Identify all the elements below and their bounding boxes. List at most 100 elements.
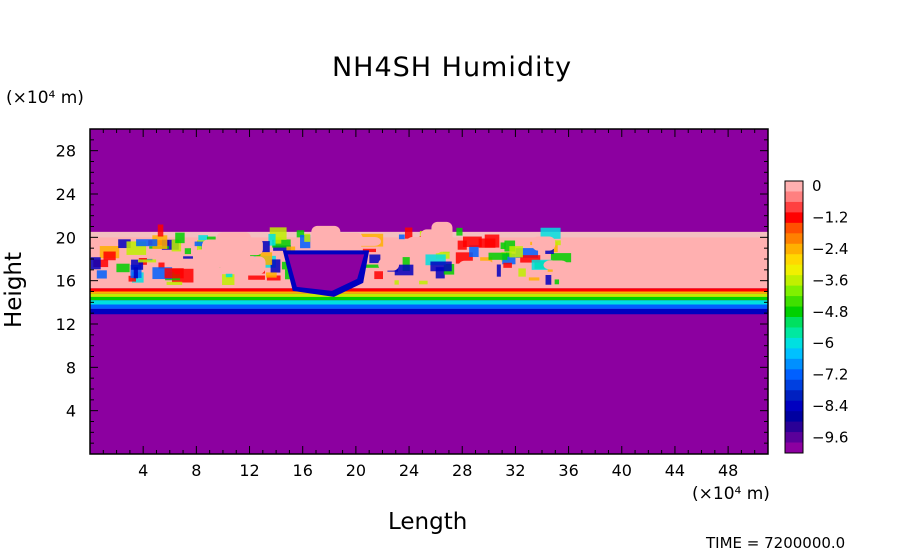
humidity-cell xyxy=(96,270,107,279)
humidity-cell xyxy=(296,230,305,238)
humidity-cell xyxy=(157,224,164,237)
colorbar-swatch xyxy=(785,400,803,412)
saturated-cell xyxy=(458,260,494,275)
colorbar-swatch xyxy=(785,317,803,328)
plot-area xyxy=(90,129,768,454)
colorbar-swatch xyxy=(785,348,803,360)
humidity-cell xyxy=(369,254,381,264)
humidity-cell xyxy=(128,275,137,282)
humidity-cell xyxy=(152,267,173,280)
colorbar-swatch xyxy=(785,181,803,192)
colorbar-swatch xyxy=(785,442,803,454)
colorbar-swatch xyxy=(785,222,803,234)
x-tick-label: 4 xyxy=(138,461,148,480)
humidity-cell xyxy=(496,264,501,277)
saturated-cell xyxy=(220,256,266,274)
humidity-cell xyxy=(457,240,467,250)
humidity-cell xyxy=(158,262,165,269)
y-tick-label: 20 xyxy=(56,228,76,247)
humidity-cell xyxy=(268,233,276,246)
humidity-cell xyxy=(478,238,496,248)
humidity-cell xyxy=(286,246,296,254)
humidity-cell xyxy=(116,263,130,273)
humidity-cell xyxy=(469,245,479,258)
colorbar-swatch xyxy=(785,369,803,381)
colorbar-label: −9.6 xyxy=(812,428,848,446)
humidity-band xyxy=(90,291,768,294)
humidity-cell xyxy=(304,233,311,242)
humidity-cell xyxy=(502,253,516,265)
colorbar-label: −2.4 xyxy=(812,240,848,258)
colorbar-swatch xyxy=(785,285,803,297)
colorbar-swatch xyxy=(785,411,803,423)
colorbar-label: −8.4 xyxy=(812,397,848,415)
humidity-band xyxy=(90,300,768,305)
humidity-cell xyxy=(554,279,560,285)
humidity-cell xyxy=(550,253,572,263)
x-tick-label: 28 xyxy=(452,461,472,480)
saturated-cell xyxy=(406,237,457,252)
colorbar-swatch xyxy=(785,296,803,307)
humidity-cell xyxy=(136,239,158,247)
humidity-cell xyxy=(90,257,101,270)
x-tick-label: 40 xyxy=(612,461,632,480)
colorbar-swatch xyxy=(785,201,803,213)
humidity-cell xyxy=(362,248,376,253)
humidity-cell xyxy=(402,257,410,272)
colorbar-label: −1.2 xyxy=(812,209,848,227)
colorbar-label: −4.8 xyxy=(812,303,848,321)
saturated-cell xyxy=(328,237,381,246)
colorbar-swatch xyxy=(785,264,803,276)
humidity-cell xyxy=(435,267,445,279)
saturated-cell xyxy=(378,258,400,271)
x-tick-label: 12 xyxy=(239,461,259,480)
humidity-cell xyxy=(93,259,109,268)
humidity-cell xyxy=(520,255,541,263)
humidity-cell xyxy=(545,248,554,254)
humidity-cell xyxy=(103,251,116,261)
colorbar-swatch xyxy=(785,379,803,391)
colorbar-swatch xyxy=(785,254,803,266)
humidity-cell xyxy=(462,236,482,247)
saturated-cell xyxy=(193,249,221,264)
colorbar-swatch xyxy=(785,191,803,203)
humidity-cell xyxy=(435,249,450,259)
x-tick-label: 16 xyxy=(293,461,313,480)
humidity-cell xyxy=(504,240,516,252)
humidity-cell xyxy=(456,227,463,236)
humidity-cell xyxy=(118,239,131,249)
colorbar-swatch xyxy=(785,233,803,245)
chart-title: NH4SH Humidity xyxy=(331,52,573,83)
dry-pocket xyxy=(287,254,365,291)
colorbar-swatch xyxy=(785,337,803,349)
humidity-cell xyxy=(164,268,184,279)
humidity-cell xyxy=(480,257,493,263)
humidity-cell xyxy=(161,239,179,250)
humidity-cell xyxy=(540,227,561,239)
humidity-cell xyxy=(394,264,414,276)
humidity-cell xyxy=(183,256,193,259)
humidity-cell xyxy=(531,259,553,270)
colorbar-swatch xyxy=(785,275,803,287)
y-tick-label: 12 xyxy=(56,315,76,334)
humidity-cell xyxy=(131,259,144,270)
humidity-cell xyxy=(455,252,473,264)
humidity-cell xyxy=(248,275,265,280)
colorbar-swatch xyxy=(785,327,803,339)
saturated-cell xyxy=(216,232,252,245)
humidity-cell xyxy=(488,252,508,260)
colorbar-swatch xyxy=(785,390,803,402)
y-axis-unit: (×10⁴ m) xyxy=(6,88,84,108)
humidity-cell xyxy=(518,268,526,277)
humidity-cell xyxy=(500,242,506,250)
saturated-cell xyxy=(532,236,556,251)
humidity-cell xyxy=(272,239,291,248)
humidity-band xyxy=(90,304,768,309)
humidity-cell xyxy=(138,259,157,263)
colorbar-swatch xyxy=(785,358,803,370)
humidity-cell xyxy=(225,271,233,278)
x-axis: 4 8 12 16 20 24 28 32 36 40 44 48 xyxy=(102,129,756,480)
colorbar-label: −7.2 xyxy=(812,366,848,384)
saturated-cell xyxy=(543,260,568,270)
